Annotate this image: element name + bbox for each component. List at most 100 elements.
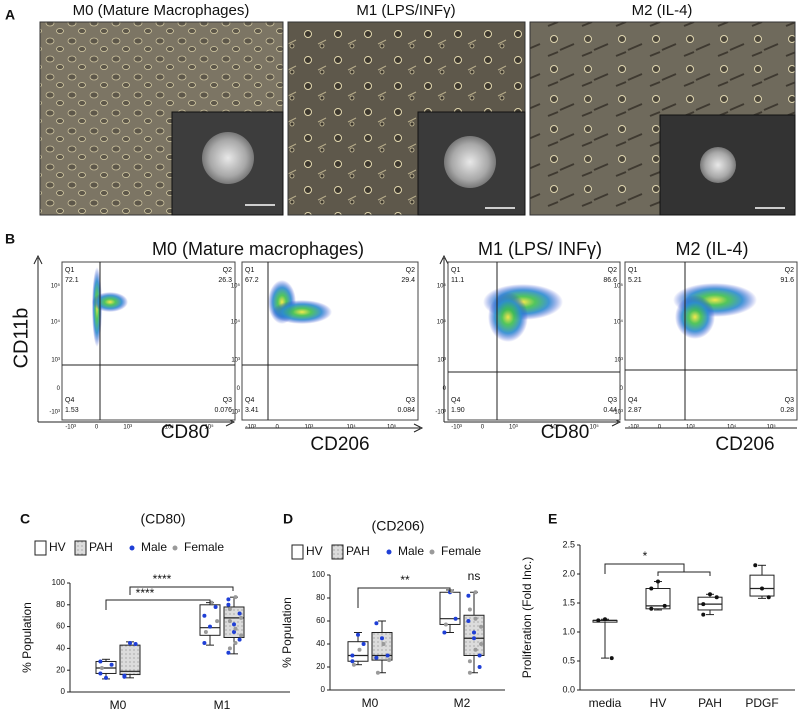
- flow-tick-label: 10⁴: [550, 424, 560, 431]
- quadrant-name: Q3: [785, 397, 794, 404]
- data-point: [109, 662, 114, 667]
- quadrant-value: 11.1: [451, 277, 464, 284]
- flow-tick-label: -10³: [628, 425, 639, 431]
- significance-bracket: [357, 587, 451, 608]
- flow-tick-label: 0: [658, 425, 662, 431]
- box: [119, 644, 141, 676]
- data-point: [443, 622, 448, 627]
- flow-tick-label: 10⁴: [437, 319, 447, 326]
- flow-title: M1 (LPS/ INFγ): [478, 239, 602, 259]
- flow-tick-label: 10⁴: [165, 424, 175, 431]
- quadrant-value: 0.084: [397, 407, 415, 414]
- data-point: [226, 597, 231, 602]
- quadrant-name: Q1: [451, 267, 460, 274]
- data-point: [387, 658, 392, 663]
- quadrant-value: 5.21: [628, 277, 642, 284]
- data-point: [98, 671, 103, 676]
- quadrant-value: 2.87: [628, 407, 642, 414]
- significance-bracket: [129, 586, 234, 595]
- data-point: [202, 613, 207, 618]
- x-axis-label: CD80: [161, 422, 210, 443]
- x-tick-label: media: [589, 696, 622, 710]
- data-point: [385, 653, 390, 658]
- data-point: [133, 642, 138, 647]
- flow-tick-label: 10³: [51, 358, 60, 364]
- legend-label: PAH: [89, 540, 113, 554]
- data-point: [233, 626, 238, 631]
- data-point: [766, 595, 771, 600]
- quadrant-value: 0.076: [214, 407, 232, 414]
- y-tick-label: 1.5: [562, 597, 575, 607]
- x-axis-label: CD206: [310, 434, 369, 455]
- data-point: [472, 630, 476, 635]
- legend-label: Male: [141, 540, 167, 554]
- quadrant-name: Q4: [451, 397, 460, 404]
- flow-tick-label: -10³: [435, 410, 446, 416]
- flow-tick-label: 10⁴: [231, 319, 241, 326]
- y-axis-label: Proliferation (Fold Inc.): [520, 557, 534, 678]
- box: [463, 614, 485, 656]
- data-point: [237, 611, 242, 616]
- data-point: [701, 602, 706, 607]
- data-point: [239, 633, 244, 638]
- y-tick-label: 100: [312, 570, 326, 579]
- data-point: [227, 607, 232, 612]
- x-tick-label: M2: [454, 696, 471, 710]
- flow-title: M0 (Mature macrophages): [152, 239, 364, 259]
- x-tick-label: M1: [214, 698, 231, 712]
- data-point: [760, 586, 764, 591]
- data-point: [203, 630, 208, 635]
- flow-tick-label: 10⁵: [204, 424, 214, 431]
- y-axis-label: % Population: [280, 597, 294, 668]
- flow-tick-label: 0: [95, 425, 99, 431]
- flow-axes: [33, 254, 797, 433]
- data-point: [215, 619, 220, 624]
- data-point: [375, 670, 380, 675]
- y-tick-label: 0: [61, 687, 66, 696]
- y-tick-label: 100: [52, 578, 66, 587]
- panel-label: E: [548, 511, 557, 527]
- legend-label: HV: [306, 544, 323, 558]
- data-point: [473, 647, 478, 652]
- x-tick-label: M0: [362, 696, 379, 710]
- data-point: [374, 621, 379, 626]
- significance-label: ****: [153, 572, 172, 586]
- data-point: [98, 659, 103, 664]
- panel-title: (CD80): [140, 511, 185, 527]
- flow-tick-label: 10³: [437, 358, 446, 364]
- data-point: [477, 665, 482, 669]
- legend-swatch: [331, 544, 344, 560]
- data-point: [233, 595, 238, 600]
- flow-tick-label: 0: [237, 386, 241, 392]
- quadrant-value: 3.41: [245, 407, 259, 414]
- quadrant-name: Q1: [245, 267, 254, 274]
- quadrant-value: 72.1: [65, 277, 79, 284]
- data-point: [603, 617, 607, 622]
- flow-tick-label: -10³: [229, 410, 240, 416]
- legend-dot: [129, 545, 135, 551]
- quadrant-name: Q1: [628, 267, 637, 274]
- flow-tick-label: -10³: [49, 410, 60, 416]
- legend-dot: [429, 549, 435, 555]
- density-cloud: [488, 292, 528, 342]
- data-point: [239, 615, 244, 620]
- data-point: [202, 640, 207, 645]
- data-point: [467, 670, 472, 675]
- data-point: [227, 619, 232, 624]
- flow-tick-label: 10⁴: [346, 424, 356, 431]
- box: [749, 574, 775, 597]
- quadrant-name: Q2: [223, 267, 232, 274]
- legend-label: Male: [398, 544, 424, 558]
- y-axis-label: CD11b: [10, 308, 32, 369]
- x-tick-label: HV: [650, 696, 667, 710]
- y-tick-label: 0.5: [562, 655, 575, 665]
- cell: [700, 147, 736, 183]
- panel-title: (CD206): [372, 518, 425, 534]
- y-tick-label: 40: [56, 644, 65, 653]
- micrographs: [39, 21, 796, 216]
- quadrant-value: 26.3: [218, 277, 232, 284]
- image-title: M2 (IL-4): [632, 2, 693, 19]
- flow-plot: [61, 261, 236, 421]
- flow-title: M2 (IL-4): [675, 239, 748, 259]
- x-tick-label: PAH: [698, 696, 722, 710]
